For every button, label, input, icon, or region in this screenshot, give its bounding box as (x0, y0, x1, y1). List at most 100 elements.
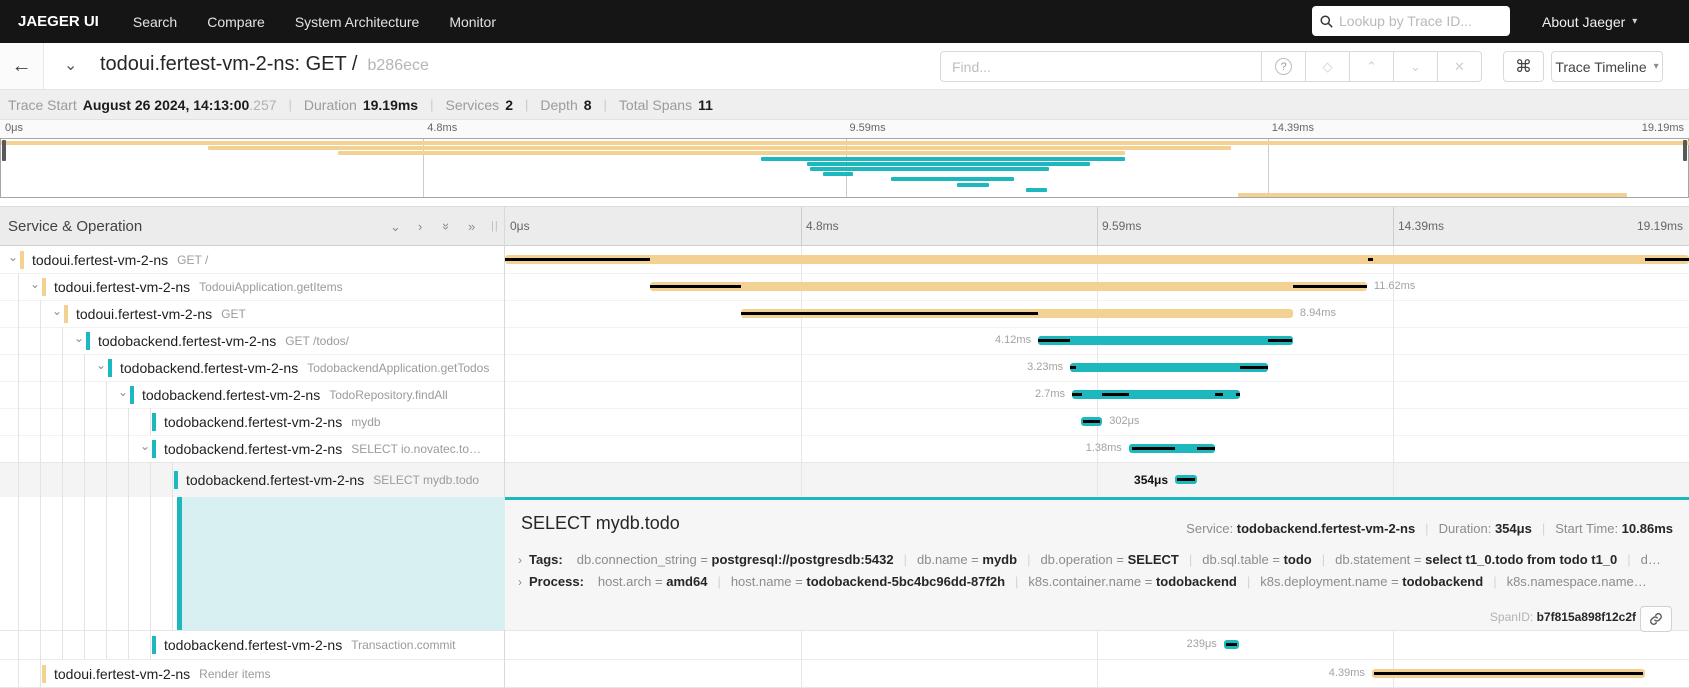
prev-result-button[interactable]: ⌃ (1350, 51, 1394, 82)
viewport-right-handle[interactable] (1683, 140, 1687, 161)
collapse-one-icon[interactable]: ⌄ (390, 219, 401, 234)
span-bar-row[interactable]: 8.94ms (505, 300, 1689, 327)
find-help-button[interactable]: ? (1262, 51, 1306, 82)
critical-path-segment (1070, 366, 1076, 369)
trace-id-lookup[interactable]: Lookup by Trace ID... (1312, 6, 1510, 36)
chevron-down-icon[interactable]: ⌄ (52, 303, 63, 318)
chevron-down-icon[interactable]: ⌄ (118, 384, 129, 399)
focus-span-button[interactable]: ◇ (1306, 51, 1350, 82)
equals: = (1410, 552, 1426, 567)
span-bar-row[interactable]: 4.12ms (505, 327, 1689, 354)
tag-value: select t1_0.todo from todo t1_0 (1425, 552, 1618, 567)
chevron-down-icon[interactable]: ⌄ (30, 276, 41, 291)
indent-guide (18, 435, 19, 462)
minimap-gridline (1267, 139, 1269, 197)
process-row[interactable]: › Process: host.arch = amd64 | host.name = t… (518, 574, 1678, 589)
chevron-down-icon[interactable]: ⌄ (8, 249, 19, 264)
divider: | (1321, 552, 1326, 567)
indent-guide (106, 462, 107, 497)
minimap-span-bar (890, 177, 1015, 182)
span-duration-bar[interactable] (1072, 390, 1240, 399)
span-name-row[interactable]: ⌄ todobackend.fertest-vm-2-ns TodoReposito… (0, 381, 504, 408)
span-duration-bar[interactable] (649, 282, 1367, 291)
divider: | (1425, 521, 1429, 536)
tag-value: todo (1283, 552, 1312, 567)
chevron-down-icon[interactable]: ⌄ (140, 438, 151, 453)
span-name-row[interactable]: todoui.fertest-vm-2-ns Render items (0, 659, 504, 688)
nav-item-system-architecture[interactable]: System Architecture (294, 13, 420, 30)
next-result-button[interactable]: ⌄ (1394, 51, 1438, 82)
span-name-row[interactable]: todobackend.fertest-vm-2-ns SELECT mydb.t… (0, 462, 504, 497)
about-jaeger-menu[interactable]: About Jaeger ▾ (1542, 0, 1637, 43)
span-bar-row[interactable]: 354μs (505, 462, 1689, 497)
span-table-header: Service & Operation ⌄ › » » || 0μs 4.8ms 9… (0, 206, 1689, 246)
nav-item-search[interactable]: Search (132, 13, 178, 30)
service-color-chip (152, 412, 156, 431)
span-duration-bar[interactable] (505, 255, 1689, 264)
minimap-tick-label: 9.59ms (849, 122, 886, 134)
chevron-down-icon[interactable]: ⌄ (74, 330, 85, 345)
span-name-row[interactable]: ⌄ todobackend.fertest-vm-2-ns GET /todos/ (0, 327, 504, 354)
keyboard-shortcuts-button[interactable]: ⌘ (1503, 51, 1544, 82)
equals: = (651, 574, 667, 589)
tag-key: host.name (730, 574, 792, 589)
jaeger-logo[interactable]: JAEGER UI (18, 13, 99, 30)
indent-guide (106, 497, 107, 630)
divider: | (717, 574, 721, 589)
span-bar-row[interactable]: 11.62ms (505, 273, 1689, 300)
span-bar-row[interactable]: 4.39ms (505, 659, 1689, 688)
column-splitter[interactable] (504, 206, 505, 688)
summary-label: Trace Start (8, 96, 77, 113)
nav-item-monitor[interactable]: Monitor (449, 13, 496, 30)
equals: = (1141, 574, 1156, 589)
equals: = (967, 552, 983, 567)
indent-guide (18, 327, 19, 354)
deep-link-button[interactable] (1640, 606, 1672, 632)
find-input[interactable]: Find... (940, 51, 1262, 82)
critical-path-segment (1268, 339, 1293, 342)
collapse-header-chevron-icon[interactable]: ⌄ (64, 57, 78, 74)
span-bar-row[interactable]: 3.23ms (505, 354, 1689, 381)
summary-value: August 26 2024, 14:13:00 (82, 96, 250, 113)
expand-all-icon[interactable]: » (468, 219, 476, 234)
span-operation-name: Transaction.commit (351, 637, 456, 652)
viewport-left-handle[interactable] (2, 140, 6, 161)
indent-guide (128, 435, 129, 462)
tag-key: k8s.container.name (1028, 574, 1142, 589)
span-name-row[interactable]: ⌄ todoui.fertest-vm-2-ns GET (0, 300, 504, 327)
trace-minimap[interactable] (0, 138, 1689, 198)
span-name-row[interactable]: ⌄ todoui.fertest-vm-2-ns TodouiApplication… (0, 273, 504, 300)
span-name-row[interactable]: ⌄ todoui.fertest-vm-2-ns GET / (0, 246, 504, 273)
span-name-row[interactable]: ⌄ todobackend.fertest-vm-2-ns TodobackendA… (0, 354, 504, 381)
collapse-all-icon[interactable]: » (439, 222, 455, 231)
row-separator (0, 354, 1689, 355)
column-resize-handle[interactable]: || (491, 220, 499, 232)
span-name-row[interactable]: ⌄ todobackend.fertest-vm-2-ns SELECT io.no… (0, 435, 504, 462)
span-bar-row[interactable]: 1.38ms (505, 435, 1689, 462)
indent-guide (62, 381, 63, 408)
span-name-row[interactable]: todobackend.fertest-vm-2-ns mydb (0, 408, 504, 435)
critical-path-segment (1236, 393, 1240, 396)
tag-key: db.connection_string (576, 552, 697, 567)
tags-row[interactable]: › Tags: db.connection_string = postgresql:… (518, 552, 1678, 567)
minimap-span-bar (809, 167, 1050, 171)
span-duration-bar[interactable] (1070, 363, 1269, 372)
service-color-chip (64, 304, 68, 323)
timeline-tick-label: 19.19ms (1636, 219, 1683, 233)
span-name-row[interactable]: todobackend.fertest-vm-2-ns Transaction.c… (0, 630, 504, 659)
chevron-down-icon[interactable]: ⌄ (96, 357, 107, 372)
minimap-span-bar (956, 182, 989, 187)
back-button[interactable]: ← (0, 43, 44, 89)
expand-one-icon[interactable]: › (418, 219, 423, 234)
span-bar-row[interactable]: 302μs (505, 408, 1689, 435)
chevron-up-icon: ⌃ (1366, 58, 1377, 74)
span-bar-row[interactable]: 2.7ms (505, 381, 1689, 408)
view-selector-button[interactable]: Trace Timeline ▾ (1551, 51, 1663, 82)
nav-item-compare[interactable]: Compare (207, 13, 265, 30)
span-bar-row[interactable] (505, 246, 1689, 273)
span-duration-bar[interactable] (1038, 336, 1293, 345)
span-bar-row[interactable]: 239μs (505, 630, 1689, 659)
clear-find-button[interactable]: ✕ (1438, 51, 1482, 82)
minimap-tick-label: 14.39ms (1271, 122, 1314, 134)
critical-path-segment (741, 312, 1039, 315)
